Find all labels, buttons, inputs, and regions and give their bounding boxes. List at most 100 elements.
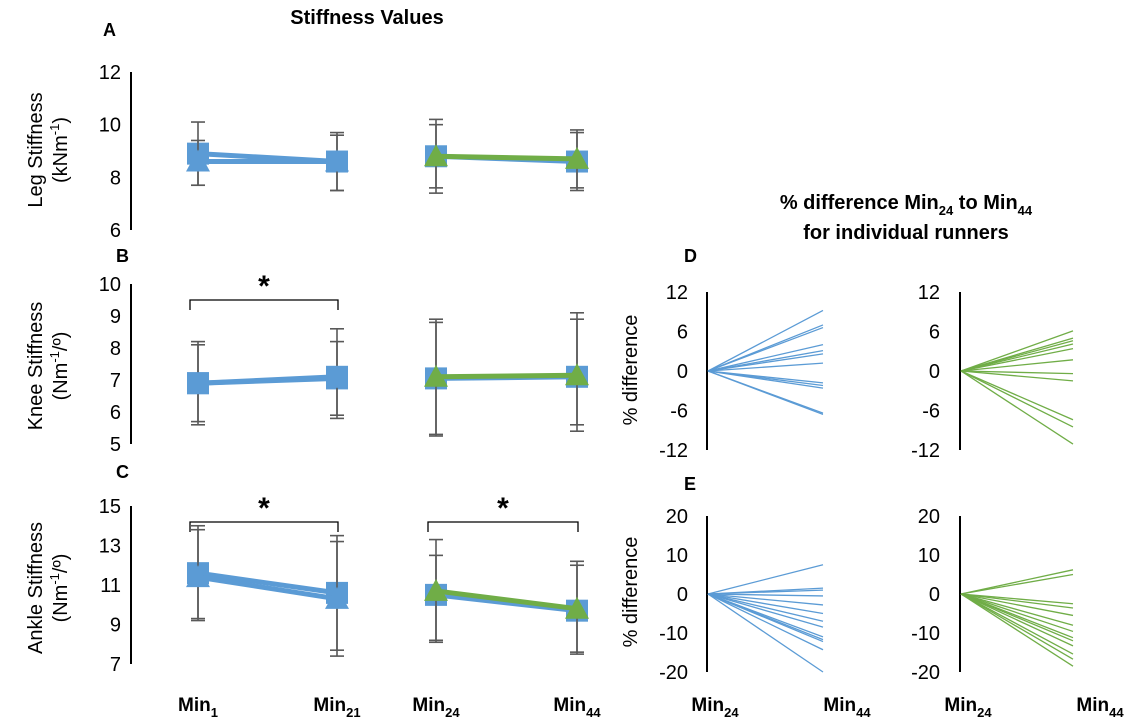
ylabel-a-end: ) <box>50 117 72 124</box>
x-tick-label: Min44 <box>1076 695 1124 720</box>
runner-line <box>960 593 1074 642</box>
y-tick-label: -6 <box>922 401 940 423</box>
x-tick-label-main: Min <box>1076 695 1109 716</box>
data-point-triangle <box>186 149 210 172</box>
runner-line <box>707 593 824 651</box>
y-tick-label: 20 <box>666 506 688 528</box>
runner-line <box>707 593 824 628</box>
runner-line <box>960 593 1074 633</box>
y-tick-label: 10 <box>666 545 688 567</box>
data-point-triangle <box>186 565 210 588</box>
runner-line <box>707 564 824 595</box>
panel-label-c: C <box>116 462 129 482</box>
right-panels-title-line2: for individual runners <box>803 222 1009 244</box>
x-tick-label: Min44 <box>553 695 601 720</box>
runner-line <box>960 359 1074 372</box>
y-tick-label: -10 <box>659 623 688 645</box>
y-tick-label: 10 <box>918 545 940 567</box>
runner-line <box>960 593 1074 609</box>
x-tick-label-main: Min <box>553 695 586 716</box>
ylabel-e: % difference <box>620 537 642 648</box>
significance-bracket <box>427 521 579 532</box>
x-tick-label-main: Min <box>178 695 211 716</box>
y-tick-label: 12 <box>918 282 940 304</box>
data-point-square <box>326 365 348 388</box>
y-tick-label: -12 <box>911 440 940 462</box>
runner-line <box>960 593 1074 647</box>
right-title-sub1: 24 <box>939 203 954 218</box>
x-tick-label-sub: 24 <box>724 705 739 720</box>
y-tick-label: 10 <box>99 274 121 296</box>
data-point-triangle <box>565 596 589 619</box>
ylabel-c-sup: -1 <box>47 573 62 585</box>
x-tick-label: Min24 <box>944 695 992 720</box>
runner-line <box>960 330 1074 372</box>
runner-line <box>707 593 824 615</box>
runner-line <box>960 370 1074 421</box>
y-tick-label: 7 <box>110 370 121 392</box>
data-point-triangle <box>424 144 448 167</box>
x-tick-label: Min24 <box>412 695 460 720</box>
y-tick-label: 12 <box>666 282 688 304</box>
series-line <box>435 372 578 380</box>
ylabel-c-line1: Ankle Stiffness <box>25 522 47 654</box>
x-tick-label-sub: 24 <box>445 705 460 720</box>
y-tick-label: 8 <box>110 338 121 360</box>
y-tick-label: 8 <box>110 167 121 189</box>
right-panels-title: % difference Min24 to Min44 <box>780 192 1033 218</box>
x-tick-label-sub: 44 <box>1109 705 1124 720</box>
runner-line <box>960 370 1074 428</box>
runner-line <box>960 370 1074 375</box>
y-tick-label: 0 <box>677 361 688 383</box>
x-tick-label-main: Min <box>944 695 977 716</box>
ylabel-b-sup: -1 <box>47 351 62 363</box>
significance-bracket <box>189 521 339 532</box>
y-tick-label: 0 <box>677 584 688 606</box>
y-tick-label: 9 <box>110 615 121 637</box>
y-tick-label: 6 <box>110 402 121 424</box>
runner-line <box>707 309 824 372</box>
y-tick-label: -20 <box>911 662 940 684</box>
data-point-triangle <box>565 363 589 386</box>
runner-line <box>707 362 824 372</box>
runner-line <box>707 593 824 622</box>
data-point-triangle <box>325 586 349 609</box>
ylabel-a-line2: (kNm-1) <box>47 117 72 183</box>
x-tick-label-main: Min <box>823 695 856 716</box>
y-tick-label: 12 <box>99 62 121 84</box>
runner-line <box>960 569 1074 595</box>
x-tick-label: Min44 <box>823 695 871 720</box>
runner-line <box>960 347 1074 372</box>
x-tick-label-main: Min <box>412 695 445 716</box>
ylabel-b-line1: Knee Stiffness <box>25 302 47 431</box>
series-line <box>197 570 338 596</box>
runner-line <box>707 589 824 595</box>
runner-line <box>707 593 824 597</box>
ylabel-c-line2: (Nm-1/º) <box>47 554 72 623</box>
y-tick-label: 15 <box>99 496 121 518</box>
y-tick-label: -10 <box>911 623 940 645</box>
x-tick-label-sub: 24 <box>977 705 992 720</box>
x-tick-label-main: Min <box>313 695 346 716</box>
y-tick-label: -20 <box>659 662 688 684</box>
panel-label-e: E <box>684 474 696 494</box>
y-tick-label: 6 <box>929 322 940 344</box>
runner-line <box>960 370 1074 445</box>
y-tick-label: -6 <box>670 401 688 423</box>
y-tick-label: 9 <box>110 306 121 328</box>
ylabel-d: % difference <box>620 315 642 426</box>
panel-label-a: A <box>103 20 116 40</box>
figure-title: Stiffness Values <box>290 7 443 29</box>
x-tick-label-sub: 44 <box>586 705 601 720</box>
ylabel-a-unit: (kNm <box>50 135 72 183</box>
y-tick-label: 6 <box>677 322 688 344</box>
data-point-triangle <box>325 149 349 172</box>
ylabel-b-end: /º) <box>50 332 72 352</box>
runner-line <box>707 344 824 372</box>
significance-asterisk: * <box>258 492 270 525</box>
series-line <box>197 574 338 602</box>
y-tick-label: 0 <box>929 584 940 606</box>
x-tick-label: Min24 <box>691 695 739 720</box>
runner-line <box>707 370 824 389</box>
